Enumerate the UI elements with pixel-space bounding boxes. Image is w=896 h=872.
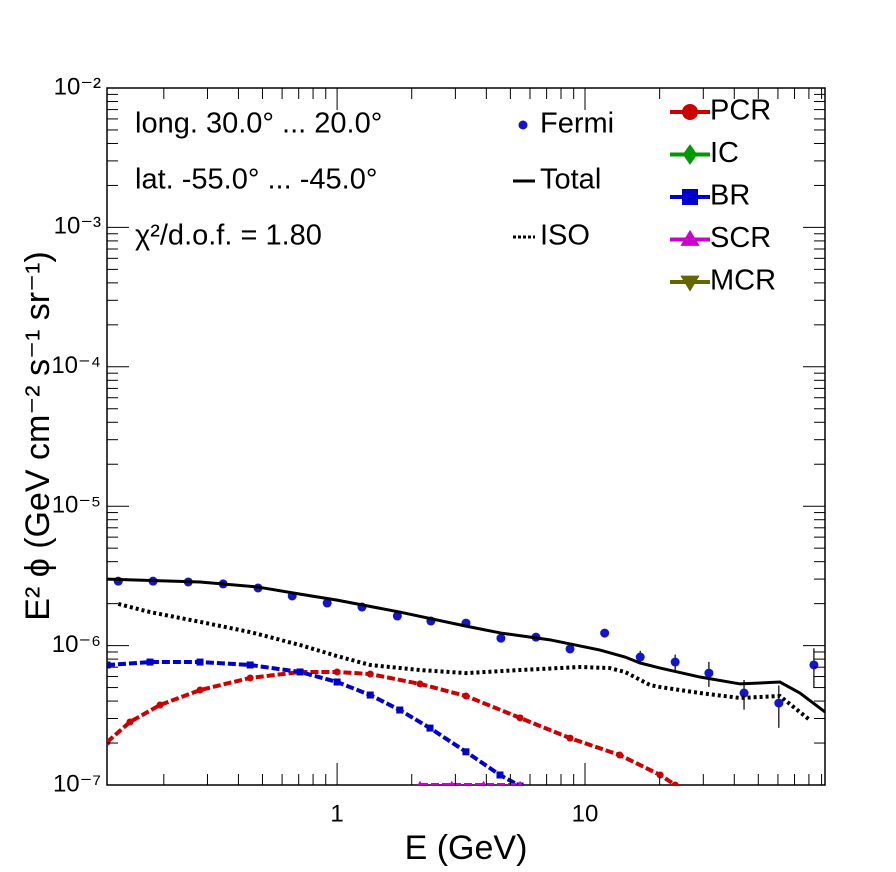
marker bbox=[107, 661, 111, 669]
marker bbox=[416, 680, 424, 688]
marker bbox=[680, 275, 700, 292]
marker bbox=[146, 658, 154, 666]
x-axis-label: E (GeV) bbox=[405, 829, 528, 867]
legend-label: MCR bbox=[710, 265, 776, 297]
legend-label: Fermi bbox=[540, 108, 614, 140]
marker bbox=[739, 688, 749, 698]
marker bbox=[565, 644, 575, 654]
series-line bbox=[107, 577, 825, 714]
y-tick-label: 10⁻⁶ bbox=[52, 631, 101, 658]
marker bbox=[496, 633, 506, 643]
y-tick-label: 10⁻⁵ bbox=[52, 492, 101, 519]
marker bbox=[426, 724, 434, 732]
marker bbox=[496, 771, 504, 779]
marker bbox=[246, 661, 254, 669]
marker bbox=[246, 674, 254, 682]
marker bbox=[366, 691, 374, 699]
annotation: χ²/d.o.f. = 1.80 bbox=[135, 220, 322, 252]
legend-marker bbox=[518, 120, 528, 130]
annotation: long. 30.0° ... 20.0° bbox=[135, 108, 382, 140]
marker bbox=[107, 738, 111, 746]
marker bbox=[670, 657, 680, 667]
marker bbox=[517, 780, 523, 785]
legend-label: ISO bbox=[540, 220, 590, 252]
marker bbox=[196, 686, 204, 694]
marker bbox=[333, 678, 341, 686]
y-tick-label: 10⁻⁴ bbox=[51, 352, 101, 379]
series-line bbox=[117, 602, 812, 722]
marker bbox=[616, 751, 624, 759]
legend-label: Total bbox=[540, 164, 601, 196]
marker bbox=[156, 701, 164, 709]
marker bbox=[449, 780, 455, 785]
marker bbox=[462, 748, 470, 756]
marker bbox=[566, 734, 574, 742]
marker bbox=[600, 628, 610, 638]
marker bbox=[196, 658, 204, 666]
series-line bbox=[107, 660, 522, 785]
marker bbox=[680, 229, 700, 246]
marker bbox=[809, 660, 819, 670]
marker bbox=[682, 189, 698, 205]
marker bbox=[322, 598, 332, 608]
marker bbox=[462, 692, 470, 700]
marker bbox=[682, 104, 698, 120]
legend-label: BR bbox=[710, 180, 750, 212]
marker bbox=[296, 668, 304, 676]
marker bbox=[333, 668, 341, 676]
annotation: lat. -55.0° ... -45.0° bbox=[135, 164, 377, 196]
marker bbox=[671, 781, 679, 785]
series-line bbox=[107, 669, 677, 785]
marker bbox=[704, 668, 714, 678]
marker bbox=[774, 698, 784, 708]
legend-label: SCR bbox=[710, 222, 771, 254]
plot-area bbox=[107, 576, 825, 785]
y-tick-label: 10⁻² bbox=[54, 73, 101, 100]
x-tick-label: 1 bbox=[330, 800, 343, 827]
marker bbox=[682, 144, 698, 165]
marker bbox=[417, 780, 423, 785]
y-tick-label: 10⁻⁷ bbox=[53, 770, 101, 797]
y-axis-label: E² ϕ (GeV cm⁻² s⁻¹ sr⁻¹) bbox=[19, 251, 57, 620]
marker bbox=[635, 652, 645, 662]
marker bbox=[656, 771, 664, 779]
marker bbox=[481, 780, 487, 785]
marker bbox=[516, 714, 524, 722]
legend-label: PCR bbox=[710, 95, 771, 127]
marker bbox=[126, 718, 134, 726]
marker bbox=[392, 611, 402, 621]
marker bbox=[366, 670, 374, 678]
y-tick-label: 10⁻³ bbox=[54, 213, 101, 240]
x-tick-label: 10 bbox=[572, 800, 599, 827]
marker bbox=[396, 706, 404, 714]
legend-label: IC bbox=[710, 137, 739, 169]
